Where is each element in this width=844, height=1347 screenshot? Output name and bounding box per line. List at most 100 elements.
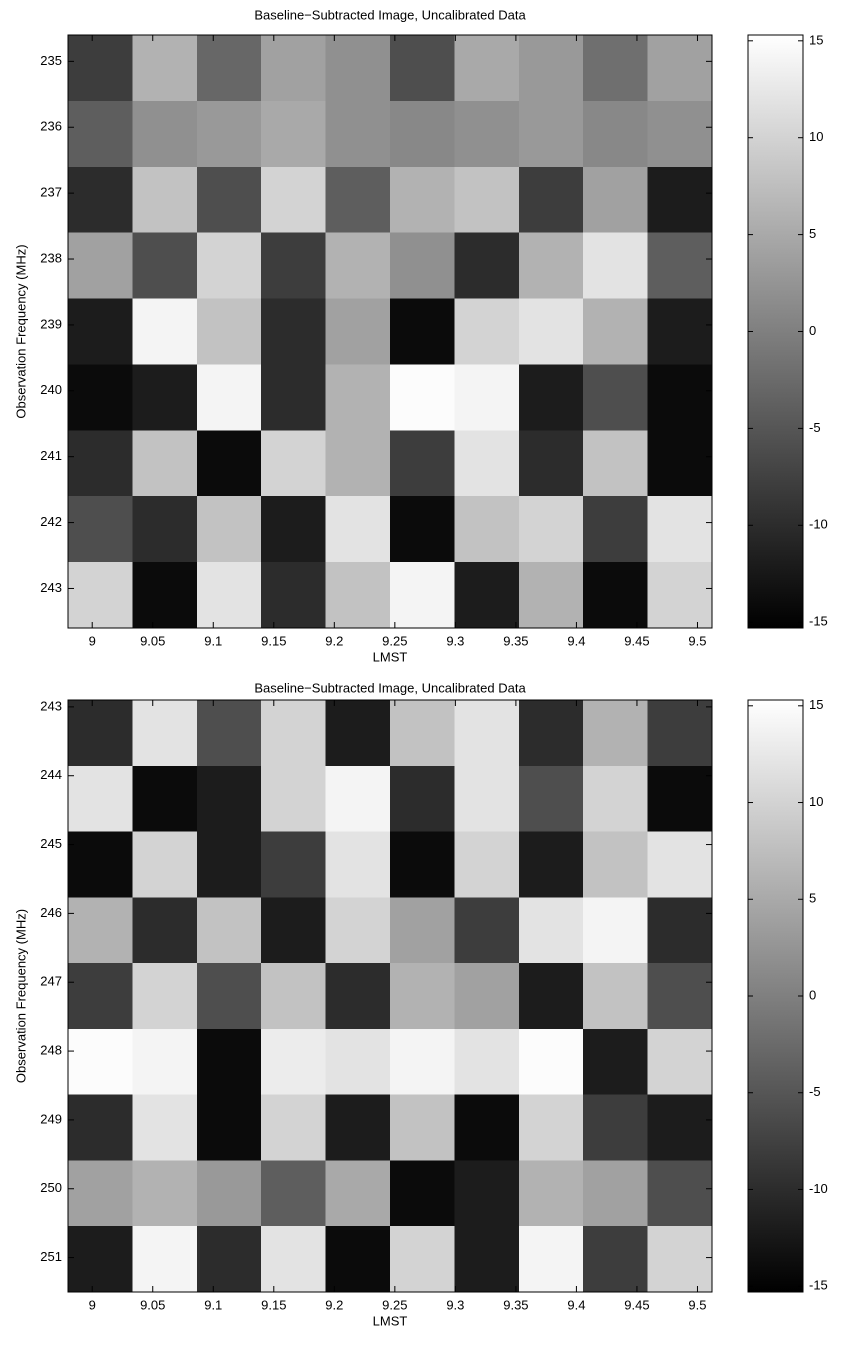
heatmap-cell — [647, 1226, 713, 1293]
heatmap-cell — [325, 897, 391, 964]
x-tick-label: 9.4 — [567, 1297, 585, 1312]
heatmap-cell — [390, 496, 455, 563]
chart-title: Baseline−Subtracted Image, Uncalibrated … — [254, 680, 526, 695]
colorbar-tick-label: 0 — [809, 987, 816, 1002]
heatmap-cell — [68, 232, 133, 300]
heatmap-cell — [454, 1226, 520, 1293]
x-axis-label: LMST — [373, 649, 408, 664]
heatmap-cell — [454, 232, 520, 300]
heatmap-cell — [583, 1028, 649, 1096]
y-tick-label: 243 — [40, 580, 62, 595]
heatmap-cell — [196, 562, 262, 629]
heatmap-cell — [390, 1160, 455, 1227]
heatmap-cell — [196, 232, 262, 300]
heatmap-cell — [583, 562, 649, 629]
heatmap-cell — [647, 364, 713, 431]
heatmap-cell — [132, 562, 198, 629]
y-tick-label: 240 — [40, 382, 62, 397]
heatmap-cell — [518, 364, 584, 431]
heatmap-cell — [261, 897, 327, 964]
heatmap-cell — [196, 963, 262, 1030]
heatmap-cell — [454, 166, 520, 234]
heatmap-cell — [68, 1160, 133, 1227]
heatmap-cell — [647, 232, 713, 300]
colorbar-tick-label: -10 — [809, 1181, 828, 1196]
y-axis-label: Observation Frequency (MHz) — [13, 244, 28, 418]
heatmap-cell — [68, 700, 133, 767]
heatmap-cell — [518, 700, 584, 767]
heatmap-cell — [518, 831, 584, 898]
heatmap-cell — [196, 897, 262, 964]
heatmap-cell — [518, 562, 584, 629]
heatmap-cell — [647, 166, 713, 234]
x-tick-label: 9.1 — [204, 633, 222, 648]
heatmap-cell — [647, 1160, 713, 1227]
heatmap-cell — [196, 35, 262, 102]
heatmap-cell — [454, 562, 520, 629]
heatmap-cell — [261, 496, 327, 563]
heatmap-cell — [647, 298, 713, 365]
heatmap-cell — [325, 166, 391, 234]
heatmap-cell — [261, 35, 327, 102]
heatmap-cell — [132, 100, 198, 168]
heatmap-cell — [390, 1226, 455, 1293]
y-tick-label: 238 — [40, 250, 62, 265]
heatmap-cell — [583, 1094, 649, 1161]
heatmap-cell — [68, 166, 133, 234]
heatmap-cell — [518, 1094, 584, 1161]
heatmap-cell — [454, 700, 520, 767]
heatmap-cell — [583, 430, 649, 497]
heatmap-cell — [325, 1028, 391, 1096]
x-tick-label: 9.45 — [624, 1297, 649, 1312]
heatmap-cell — [68, 562, 133, 629]
heatmap-cell — [518, 232, 584, 300]
plot-frame — [67, 699, 713, 1293]
heatmap-cell — [196, 298, 262, 365]
heatmap-cell — [325, 232, 391, 300]
x-tick-label: 9.3 — [446, 633, 464, 648]
heatmap-cell — [68, 1094, 133, 1161]
heatmap-cell — [132, 897, 198, 964]
heatmap-cell — [132, 765, 198, 833]
heatmap-cell — [325, 562, 391, 629]
heatmap-cell — [68, 496, 133, 563]
heatmap-cell — [390, 430, 455, 497]
y-tick-label: 241 — [40, 448, 62, 463]
heatmap-cell — [196, 1094, 262, 1161]
heatmap-cell — [583, 1160, 649, 1227]
heatmap-cell — [325, 831, 391, 898]
heatmap-cell — [390, 562, 455, 629]
heatmap-cell — [196, 496, 262, 563]
heatmap-cell — [68, 430, 133, 497]
x-tick-label: 9.05 — [140, 633, 165, 648]
heatmap-cell — [325, 700, 391, 767]
heatmap-cell — [132, 496, 198, 563]
x-tick-label: 9.35 — [503, 633, 528, 648]
y-tick-label: 250 — [40, 1180, 62, 1195]
heatmap-cell — [647, 35, 713, 102]
heatmap-cell — [390, 765, 455, 833]
heatmap-cell — [196, 430, 262, 497]
heatmap-cell — [518, 963, 584, 1030]
heatmap-cell — [454, 430, 520, 497]
chart-title: Baseline−Subtracted Image, Uncalibrated … — [254, 7, 526, 22]
heatmap-cell — [261, 1226, 327, 1293]
y-tick-label: 248 — [40, 1043, 62, 1058]
heatmap-cell — [132, 1094, 198, 1161]
heatmap-cell — [390, 831, 455, 898]
y-tick-label: 239 — [40, 316, 62, 331]
x-tick-label: 9.1 — [204, 1297, 222, 1312]
heatmap-cell — [261, 166, 327, 234]
heatmap-cell — [454, 897, 520, 964]
heatmap-cell — [68, 831, 133, 898]
x-tick-label: 9 — [89, 1297, 96, 1312]
heatmap-cell — [325, 496, 391, 563]
heatmap-cell — [68, 1226, 133, 1293]
heatmap-cell — [518, 35, 584, 102]
x-tick-label: 9.05 — [140, 1297, 165, 1312]
heatmap-cell — [132, 430, 198, 497]
heatmap-cell — [261, 1094, 327, 1161]
heatmap-cell — [196, 100, 262, 168]
colorbar-tick-label: 15 — [809, 32, 823, 47]
heatmap-cell — [647, 700, 713, 767]
